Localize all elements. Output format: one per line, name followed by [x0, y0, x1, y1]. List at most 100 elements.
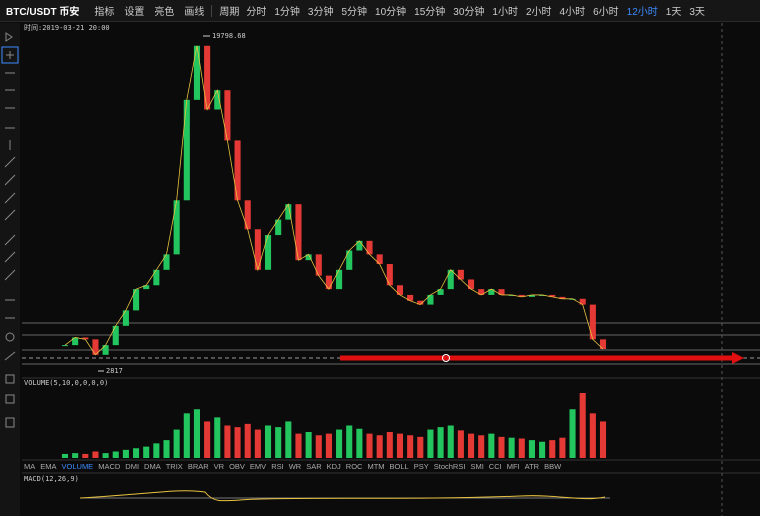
candle: [224, 90, 231, 141]
toolbar: BTC/USDT 币安 指标 设置 亮色 画线 周期 分时 1分钟 3分钟 5分钟 10分钟 1…: [0, 0, 760, 22]
volume-bar: [437, 427, 444, 458]
volume-bar: [102, 453, 109, 458]
indicator-tab[interactable]: VOLUME: [61, 462, 94, 471]
indicator-tab[interactable]: MFI: [506, 462, 520, 471]
volume-bar: [498, 436, 505, 458]
volume-bar: [173, 429, 180, 458]
candle: [102, 345, 109, 355]
candle: [112, 325, 119, 346]
period-button[interactable]: 4小时: [559, 7, 586, 18]
period-button[interactable]: 15分钟: [414, 7, 446, 18]
candle: [315, 254, 322, 276]
candle: [204, 45, 211, 110]
indicator-tab[interactable]: PSY: [413, 462, 429, 471]
indicator-tab[interactable]: KDJ: [326, 462, 341, 471]
volume-bar: [92, 451, 99, 458]
volume-bar: [72, 453, 79, 458]
indicator-tab[interactable]: BRAR: [187, 462, 209, 471]
volume-bar: [569, 409, 576, 458]
volume-bar: [244, 423, 251, 458]
indicator-tab[interactable]: EMV: [249, 462, 267, 471]
volume-bar: [407, 435, 414, 458]
period-button[interactable]: 1分钟: [274, 7, 300, 18]
indicator-tab[interactable]: DMI: [125, 462, 140, 471]
candle: [437, 289, 444, 295]
candle: [285, 204, 292, 220]
candle: [396, 285, 404, 295]
indicator-tab[interactable]: RSI: [271, 462, 284, 471]
period-button[interactable]: 1小时: [492, 7, 518, 18]
volume-bar: [396, 433, 404, 458]
indicator-tab[interactable]: StochRSI: [433, 462, 466, 471]
indicator-tab[interactable]: DMA: [144, 462, 161, 471]
period-button[interactable]: 分时: [246, 7, 267, 18]
period-button[interactable]: 30分钟: [453, 7, 485, 18]
candle: [457, 269, 464, 280]
volume-bar: [549, 440, 556, 458]
high-label: 19798.68: [212, 32, 246, 40]
indicator-tab[interactable]: SAR: [306, 462, 322, 471]
indicator-tab[interactable]: MA: [24, 462, 36, 471]
indicator-tab[interactable]: ATR: [524, 462, 540, 471]
candle: [549, 294, 556, 297]
volume-bar: [224, 425, 231, 458]
candle: [193, 45, 201, 100]
volume-bar: [82, 453, 89, 458]
volume-bar: [559, 437, 566, 458]
candle: [386, 264, 393, 286]
toolbar-button[interactable]: 画线: [184, 7, 205, 18]
candle: [579, 298, 586, 305]
indicator-tab[interactable]: CCI: [488, 462, 502, 471]
close-line: [64, 45, 604, 356]
volume-bar: [204, 421, 211, 458]
indicator-tab[interactable]: WR: [288, 462, 302, 471]
indicator-tab[interactable]: BBW: [544, 462, 562, 471]
period-button[interactable]: 3天: [689, 7, 705, 18]
candle: [295, 204, 302, 261]
volume-bar: [133, 448, 140, 458]
volume-bar: [112, 451, 119, 458]
indicator-tab[interactable]: ROC: [345, 462, 363, 471]
candle: [427, 294, 434, 305]
indicator-tab[interactable]: EMA: [40, 462, 57, 471]
indicator-tab[interactable]: SMI: [470, 462, 484, 471]
volume-bar: [61, 453, 69, 458]
period-button[interactable]: 10分钟: [375, 7, 407, 18]
period-button[interactable]: 3分钟: [307, 7, 334, 18]
period-button[interactable]: 2小时: [525, 7, 552, 18]
period-button[interactable]: 12小时: [626, 7, 658, 18]
candle: [599, 339, 607, 350]
period-button[interactable]: 6小时: [593, 7, 619, 18]
volume-bar: [386, 432, 393, 458]
candle: [92, 339, 99, 355]
indicator-tab[interactable]: MTM: [367, 462, 385, 471]
volume-bar: [376, 435, 383, 458]
toolbar-button[interactable]: 指标: [94, 7, 115, 18]
volume-bar: [579, 393, 586, 458]
candle: [376, 254, 383, 265]
indicator-tab[interactable]: BOLL: [389, 462, 409, 471]
candle: [447, 269, 454, 290]
volume-bar: [275, 427, 282, 458]
indicator-tab[interactable]: VR: [213, 462, 225, 471]
toolbar-button[interactable]: 设置: [124, 7, 145, 18]
indicator-tab[interactable]: TRIX: [165, 462, 183, 471]
period-button[interactable]: 5分钟: [341, 7, 368, 18]
toolbar-button[interactable]: 亮色: [154, 7, 175, 18]
symbol[interactable]: BTC/USDT 币安: [6, 7, 80, 18]
candle: [214, 90, 221, 110]
volume-bar: [193, 409, 201, 458]
volume-bar: [346, 425, 353, 458]
period-button[interactable]: 1天: [665, 7, 682, 18]
indicator-tab[interactable]: MACD: [98, 462, 121, 471]
candle: [569, 298, 576, 300]
volume-bar: [447, 425, 454, 458]
volume-bar: [234, 427, 241, 458]
candle: [143, 285, 150, 290]
candle: [336, 269, 343, 290]
candle: [356, 240, 363, 251]
volume-bar: [325, 433, 332, 458]
indicator-tab[interactable]: OBV: [229, 462, 245, 471]
